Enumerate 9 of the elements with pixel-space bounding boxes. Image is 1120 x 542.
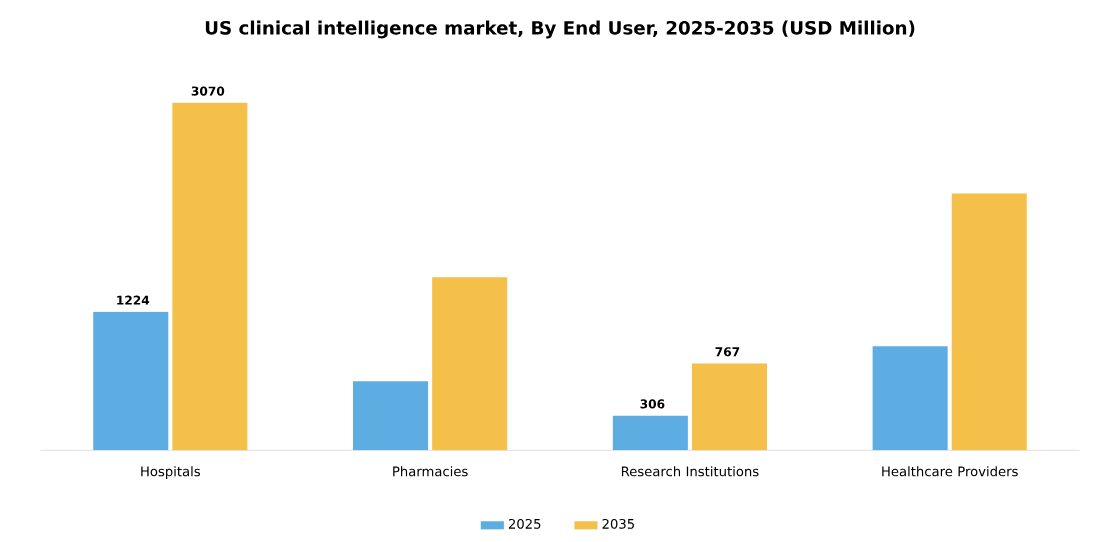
bar xyxy=(951,193,1027,450)
bar xyxy=(691,363,767,450)
bar xyxy=(612,415,688,450)
bar xyxy=(172,102,248,450)
bar xyxy=(432,276,508,450)
bar xyxy=(93,311,169,450)
chart-title: US clinical intelligence market, By End User, 2025-2035 (USD Million) xyxy=(205,20,915,39)
bar xyxy=(872,345,948,450)
bar xyxy=(353,380,429,450)
